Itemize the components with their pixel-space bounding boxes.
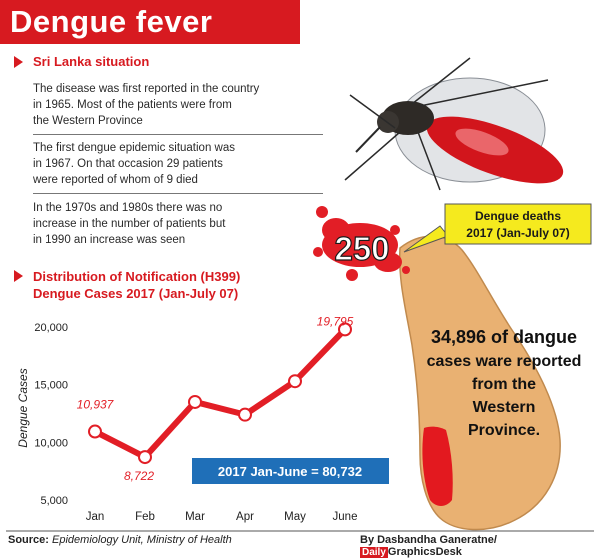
western-line3: from the [472, 376, 536, 393]
chart-heading-line2: Dengue Cases 2017 (Jan-July 07) [33, 286, 239, 301]
paragraph-line: increase in the number of patients but [33, 218, 226, 230]
section-heading-sri-lanka: Sri Lanka situation [33, 54, 150, 69]
data-point [238, 407, 252, 422]
western-line5: Province. [468, 422, 540, 439]
source-label: Source: [8, 534, 49, 546]
data-point [188, 394, 202, 409]
x-axis: Jan Feb Mar Apr May June [86, 511, 358, 523]
western-line1: 34,896 of dangue [431, 327, 577, 347]
western-line4: Western [473, 399, 536, 416]
y-tick-label: 15,000 [34, 380, 68, 392]
deaths-callout-pointer [403, 225, 449, 253]
paragraph-first-epidemic: The first dengue epidemic situation was … [33, 140, 323, 188]
title-bar: Dengue fever [0, 0, 300, 44]
paragraph-line: The first dengue epidemic situation was [33, 142, 235, 154]
data-point [88, 424, 102, 439]
y-axis: 20,000 15,000 10,000 5,000 [34, 322, 68, 507]
line-chart: Dengue Cases 20,000 15,000 10,000 5,000 Jan… [16, 314, 357, 523]
paragraph-line: The disease was first reported in the co… [33, 83, 260, 95]
page-title: Dengue fever [10, 4, 213, 39]
deaths-callout-line2: 2017 (Jan-July 07) [466, 226, 569, 240]
chart-heading: Distribution of Notification (H399) Deng… [33, 268, 240, 302]
deaths-count: 250 [334, 230, 389, 267]
paragraph-line: in 1965. Most of the patients were from [33, 99, 232, 111]
paragraph-line: in 1967. On that occasion 29 patients [33, 158, 223, 170]
graphics-desk: GraphicsDesk [387, 546, 462, 558]
y-tick-label: 5,000 [40, 495, 68, 507]
deaths-callout-box [444, 203, 592, 245]
author-credit: By Dasbandha Ganeratne/ Daily GraphicsDes… [360, 534, 600, 558]
series-line [93, 327, 348, 461]
data-point [288, 374, 302, 389]
x-tick-label: Apr [236, 511, 254, 523]
data-point [338, 322, 352, 337]
x-tick-label: Mar [185, 511, 205, 523]
paragraph-line: in 1990 an increase was seen [33, 234, 186, 246]
y-tick-label: 10,000 [34, 437, 68, 449]
value-labels: 10,937 8,722 19,795 [77, 314, 354, 483]
paragraph-1970s-1980s: In the 1970s and 1980s there was no incr… [33, 200, 323, 248]
western-line2: cases ware reported [427, 353, 582, 370]
total-box [192, 458, 389, 484]
author-text: By Dasbandha Ganeratne/ [360, 534, 497, 546]
deaths-callout-line1: Dengue deaths [475, 209, 561, 223]
paragraph-first-report: The disease was first reported in the co… [33, 81, 323, 129]
data-point [138, 450, 152, 465]
series-points [88, 322, 352, 465]
western-province-highlight [422, 426, 453, 506]
divider [33, 193, 323, 194]
series-line-path [93, 327, 348, 461]
value-label: 8,722 [124, 469, 154, 483]
divider [33, 134, 323, 135]
x-tick-label: Jan [86, 511, 105, 523]
paragraph-line: In the 1970s and 1980s there was no [33, 202, 223, 214]
bullet-icon [14, 56, 23, 68]
mosquito-illustration [344, 57, 564, 191]
x-tick-label: May [284, 511, 306, 523]
y-axis-label: Dengue Cases [16, 368, 30, 447]
x-tick-label: Feb [135, 511, 155, 523]
paragraph-line: the Western Province [33, 115, 143, 127]
bullet-icon [14, 270, 23, 282]
source-credit: Source: Epidemiology Unit, Ministry of H… [8, 534, 232, 554]
paragraph-line: were reported of whom of 9 died [33, 174, 198, 186]
value-label: 19,795 [317, 314, 354, 328]
source-text: Epidemiology Unit, Ministry of Health [52, 534, 232, 546]
value-label: 10,937 [77, 398, 115, 412]
blood-splat [313, 206, 410, 281]
y-tick-label: 20,000 [34, 322, 68, 334]
daily-logo: Daily [360, 547, 388, 558]
total-box-text: 2017 Jan-June = 80,732 [218, 464, 362, 479]
x-tick-label: June [333, 511, 358, 523]
chart-heading-line1: Distribution of Notification (H399) [33, 269, 241, 284]
